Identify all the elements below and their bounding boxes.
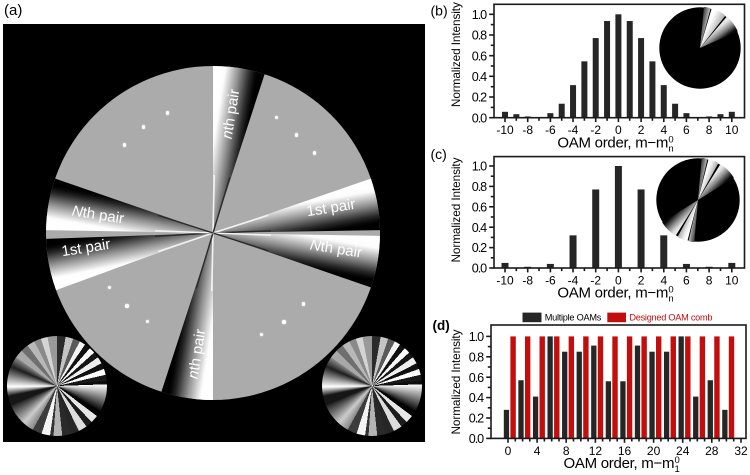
- svg-text:OAM order, m−m: OAM order, m−m: [564, 455, 675, 472]
- svg-text:-2: -2: [590, 273, 601, 287]
- svg-text:0.2: 0.2: [469, 412, 484, 426]
- svg-text:24: 24: [676, 444, 690, 458]
- svg-text:8: 8: [706, 273, 713, 287]
- svg-text:-6: -6: [545, 273, 556, 287]
- svg-text:2: 2: [638, 123, 645, 137]
- svg-text:0.4: 0.4: [469, 391, 484, 405]
- svg-text:0.0: 0.0: [472, 111, 487, 125]
- svg-text:0.6: 0.6: [469, 371, 484, 385]
- svg-text:-8: -8: [522, 273, 533, 287]
- svg-text:0: 0: [615, 273, 622, 287]
- svg-text:-10: -10: [496, 123, 514, 137]
- svg-text:0.0: 0.0: [469, 432, 484, 446]
- svg-text:-4: -4: [568, 273, 579, 287]
- svg-text:10: 10: [725, 273, 739, 287]
- svg-text:28: 28: [705, 444, 719, 458]
- svg-text:0.8: 0.8: [469, 350, 484, 364]
- svg-text:n: n: [668, 143, 673, 154]
- svg-text:-2: -2: [590, 123, 601, 137]
- svg-text:(b): (b): [431, 3, 448, 19]
- svg-text:Normalized Intensity: Normalized Intensity: [449, 157, 463, 262]
- svg-text:0: 0: [668, 135, 673, 146]
- svg-text:OAM order, m−m: OAM order, m−m: [557, 285, 668, 302]
- svg-text:-10: -10: [496, 273, 514, 287]
- svg-text:0.6: 0.6: [472, 49, 487, 63]
- svg-text:6: 6: [683, 273, 690, 287]
- svg-text:1.0: 1.0: [472, 8, 487, 22]
- svg-text:1.0: 1.0: [472, 160, 487, 174]
- svg-text:0.2: 0.2: [472, 241, 487, 255]
- svg-text:Normalized Intensity: Normalized Intensity: [449, 329, 463, 434]
- svg-text:(d): (d): [433, 318, 450, 333]
- svg-text:10: 10: [725, 123, 739, 137]
- svg-text:Normalized Intensity: Normalized Intensity: [449, 2, 463, 107]
- svg-text:1.0: 1.0: [469, 330, 484, 344]
- svg-text:0.4: 0.4: [472, 221, 487, 235]
- svg-text:0.8: 0.8: [472, 180, 487, 194]
- svg-text:0: 0: [675, 455, 680, 466]
- svg-text:16: 16: [618, 444, 632, 458]
- svg-text:-4: -4: [568, 123, 579, 137]
- svg-text:4: 4: [534, 444, 541, 458]
- svg-text:-6: -6: [545, 123, 556, 137]
- svg-text:12: 12: [589, 444, 603, 458]
- svg-text:0: 0: [615, 123, 622, 137]
- svg-text:Designed OAM comb: Designed OAM comb: [629, 313, 712, 323]
- svg-text:6: 6: [683, 123, 690, 137]
- svg-text:4: 4: [660, 123, 667, 137]
- svg-text:(c): (c): [431, 146, 447, 162]
- svg-text:8: 8: [563, 444, 570, 458]
- svg-text:0: 0: [668, 285, 673, 296]
- svg-text:4: 4: [660, 273, 667, 287]
- svg-text:0.6: 0.6: [472, 200, 487, 214]
- svg-text:32: 32: [734, 444, 748, 458]
- svg-text:n: n: [668, 294, 673, 305]
- svg-text:0.8: 0.8: [472, 29, 487, 43]
- svg-text:0.4: 0.4: [472, 70, 487, 84]
- svg-text:0.2: 0.2: [472, 91, 487, 105]
- svg-text:2: 2: [638, 273, 645, 287]
- svg-text:-8: -8: [522, 123, 533, 137]
- svg-text:Multiple OAMs: Multiple OAMs: [545, 313, 602, 323]
- svg-text:8: 8: [706, 123, 713, 137]
- svg-text:1: 1: [675, 464, 680, 475]
- svg-text:20: 20: [647, 444, 661, 458]
- svg-text:0.0: 0.0: [472, 262, 487, 276]
- svg-text:0: 0: [505, 444, 512, 458]
- svg-text:OAM order, m−m: OAM order, m−m: [557, 134, 668, 151]
